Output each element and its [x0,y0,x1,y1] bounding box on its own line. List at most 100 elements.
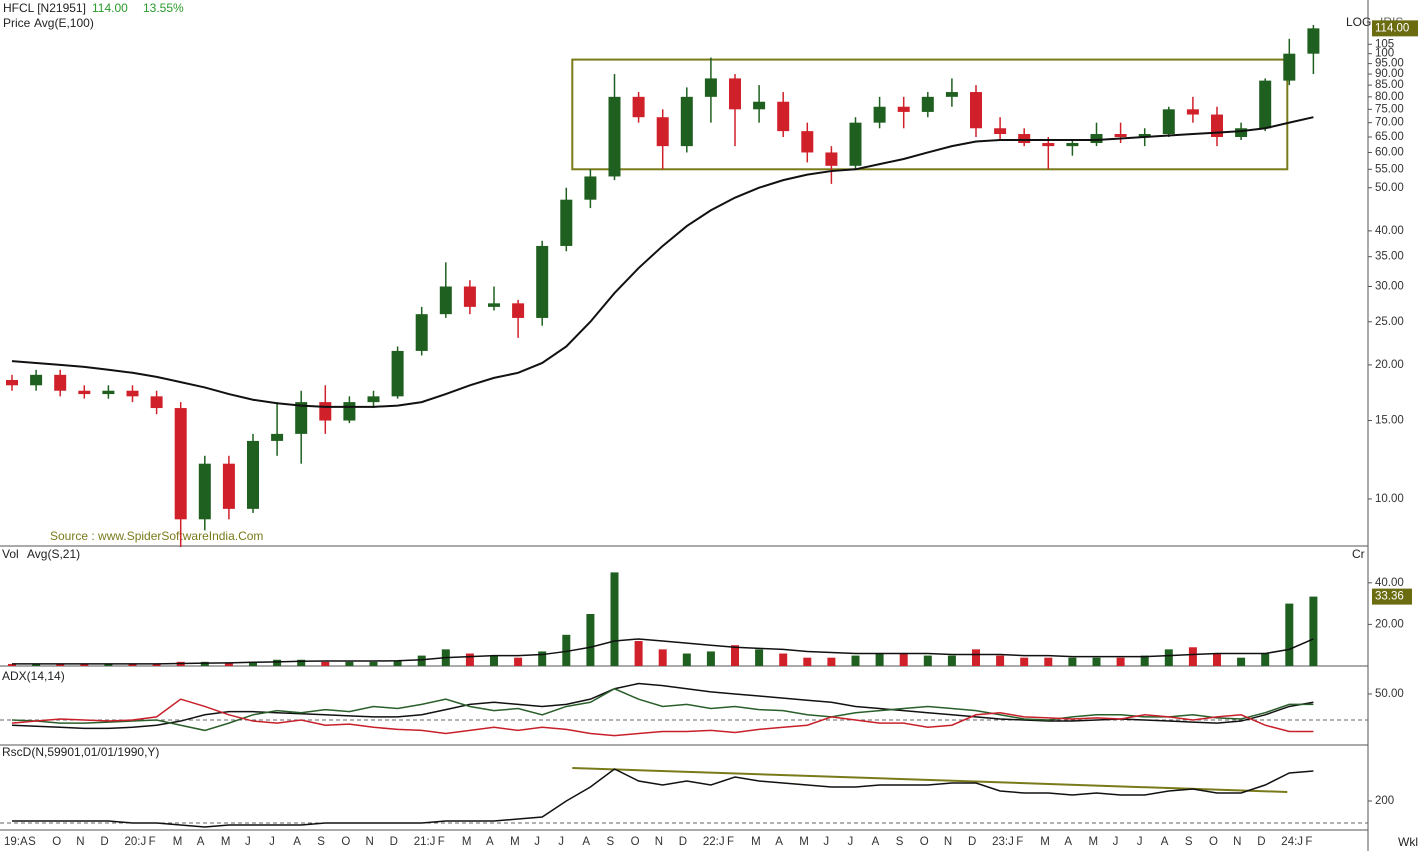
x-tick-label: N [1233,836,1241,848]
candle-body [849,122,862,166]
x-tick-label: 24:J [1281,836,1303,848]
candle-body [825,152,838,166]
indicator-line [12,768,1314,828]
x-tick-label: 23:J [992,836,1014,848]
y-tick-label: 55.00 [1375,163,1404,175]
x-tick-label: A [486,836,494,848]
indicator-line [11,682,1314,730]
volume-bar [1044,657,1053,666]
candle-body [198,463,211,520]
volume-bar [586,614,595,666]
y-tick-label: 90.00 [1375,68,1404,80]
x-tick-label: F [1305,836,1312,848]
candle-body [78,390,91,395]
volume-bar [779,653,788,666]
x-tick-label: 20:J [125,836,147,848]
volume-bar [682,653,691,666]
volume-bar [8,663,16,666]
x-tick-label: F [1016,836,1023,848]
volume-bar [297,659,306,666]
range-box [571,58,1289,171]
volume-bar [706,651,715,666]
candle-body [801,131,814,153]
y-tick-label: 85.00 [1375,79,1404,91]
volume-bar [1092,657,1101,666]
x-tick-label: M [1089,836,1099,848]
x-tick-label: M [173,836,183,848]
candle-body [319,402,332,421]
x-tick-label: N [366,836,374,848]
volume-bar [947,655,956,666]
volume-bar [851,655,860,666]
overlay-title: Avg(E,100) [34,16,94,30]
x-tick-label: A [872,836,880,848]
candle-body [367,396,380,403]
volume-bar [923,655,932,666]
x-tick-label: 21:J [414,836,436,848]
x-tick-label: D [679,836,687,848]
candle-body [777,101,790,132]
x-tick-label: M [751,836,761,848]
x-tick-label: S [607,836,615,848]
symbol: HFCL [N21951] [3,1,86,15]
candle-body [1211,114,1223,137]
candle-body [126,390,139,397]
volume-bar [56,663,65,666]
x-tick-label: A [775,836,783,848]
y-tick-label: 80.00 [1375,91,1404,103]
y-tick-label: 60.00 [1375,146,1404,158]
x-tick-label: A [293,836,301,848]
x-tick-label: O [920,836,929,848]
candle-body [897,106,910,112]
x-tick-label: 19:A [4,836,28,848]
y-tick-label: 20.00 [1375,618,1404,630]
last-price: 114.00 [92,1,128,15]
y-tick-label: 40.00 [1375,225,1404,237]
y-tick-label: 35.00 [1375,251,1404,263]
volume-bar [1020,657,1029,666]
candle-body [680,96,693,147]
x-tick-label: O [341,836,350,848]
y-tick-label: 100 [1375,48,1394,60]
volume-bar [972,649,980,666]
volume-bar [104,663,113,666]
x-tick-label: O [1209,836,1218,848]
volume-bar [200,661,209,666]
volume-bar [658,649,667,666]
candle-body [656,117,669,147]
candle-body [1090,134,1103,144]
panel-title: ADX(14,14) [2,669,65,683]
x-tick-label: J [1137,836,1143,848]
candle-body [560,199,573,246]
volume-bar [1188,647,1197,666]
log-label: LOG [1346,15,1371,29]
candle-body [536,245,549,318]
candle-body [994,128,1007,135]
candle-body [295,402,308,434]
x-tick-label: S [28,836,36,848]
volume-bar [1140,655,1149,666]
y-tick-label: 95.00 [1375,58,1404,70]
volume-bar [273,659,282,666]
y-tick-label: 25.00 [1375,316,1404,328]
candle-body [753,101,766,110]
indicator-line [11,698,1314,737]
volume-bar [731,645,739,666]
source: Source : www.SpiderSoftwareIndia.Com [50,529,263,543]
volume-bar [345,661,354,666]
volume-bar [1164,649,1173,666]
candle-body [1259,80,1272,129]
candle-body [1307,28,1320,54]
x-tick-label: F [438,836,445,848]
y-tick-label: 20.00 [1375,359,1404,371]
x-tick-label: D [968,836,976,848]
candle-body [1018,134,1031,144]
x-tick-label: J [269,836,275,848]
candle-body [1114,134,1127,137]
change: 13.55% [143,1,184,15]
candle-body [873,106,886,123]
volume-bar [803,657,812,666]
candle-body [343,402,356,421]
candle-body [1186,109,1199,115]
